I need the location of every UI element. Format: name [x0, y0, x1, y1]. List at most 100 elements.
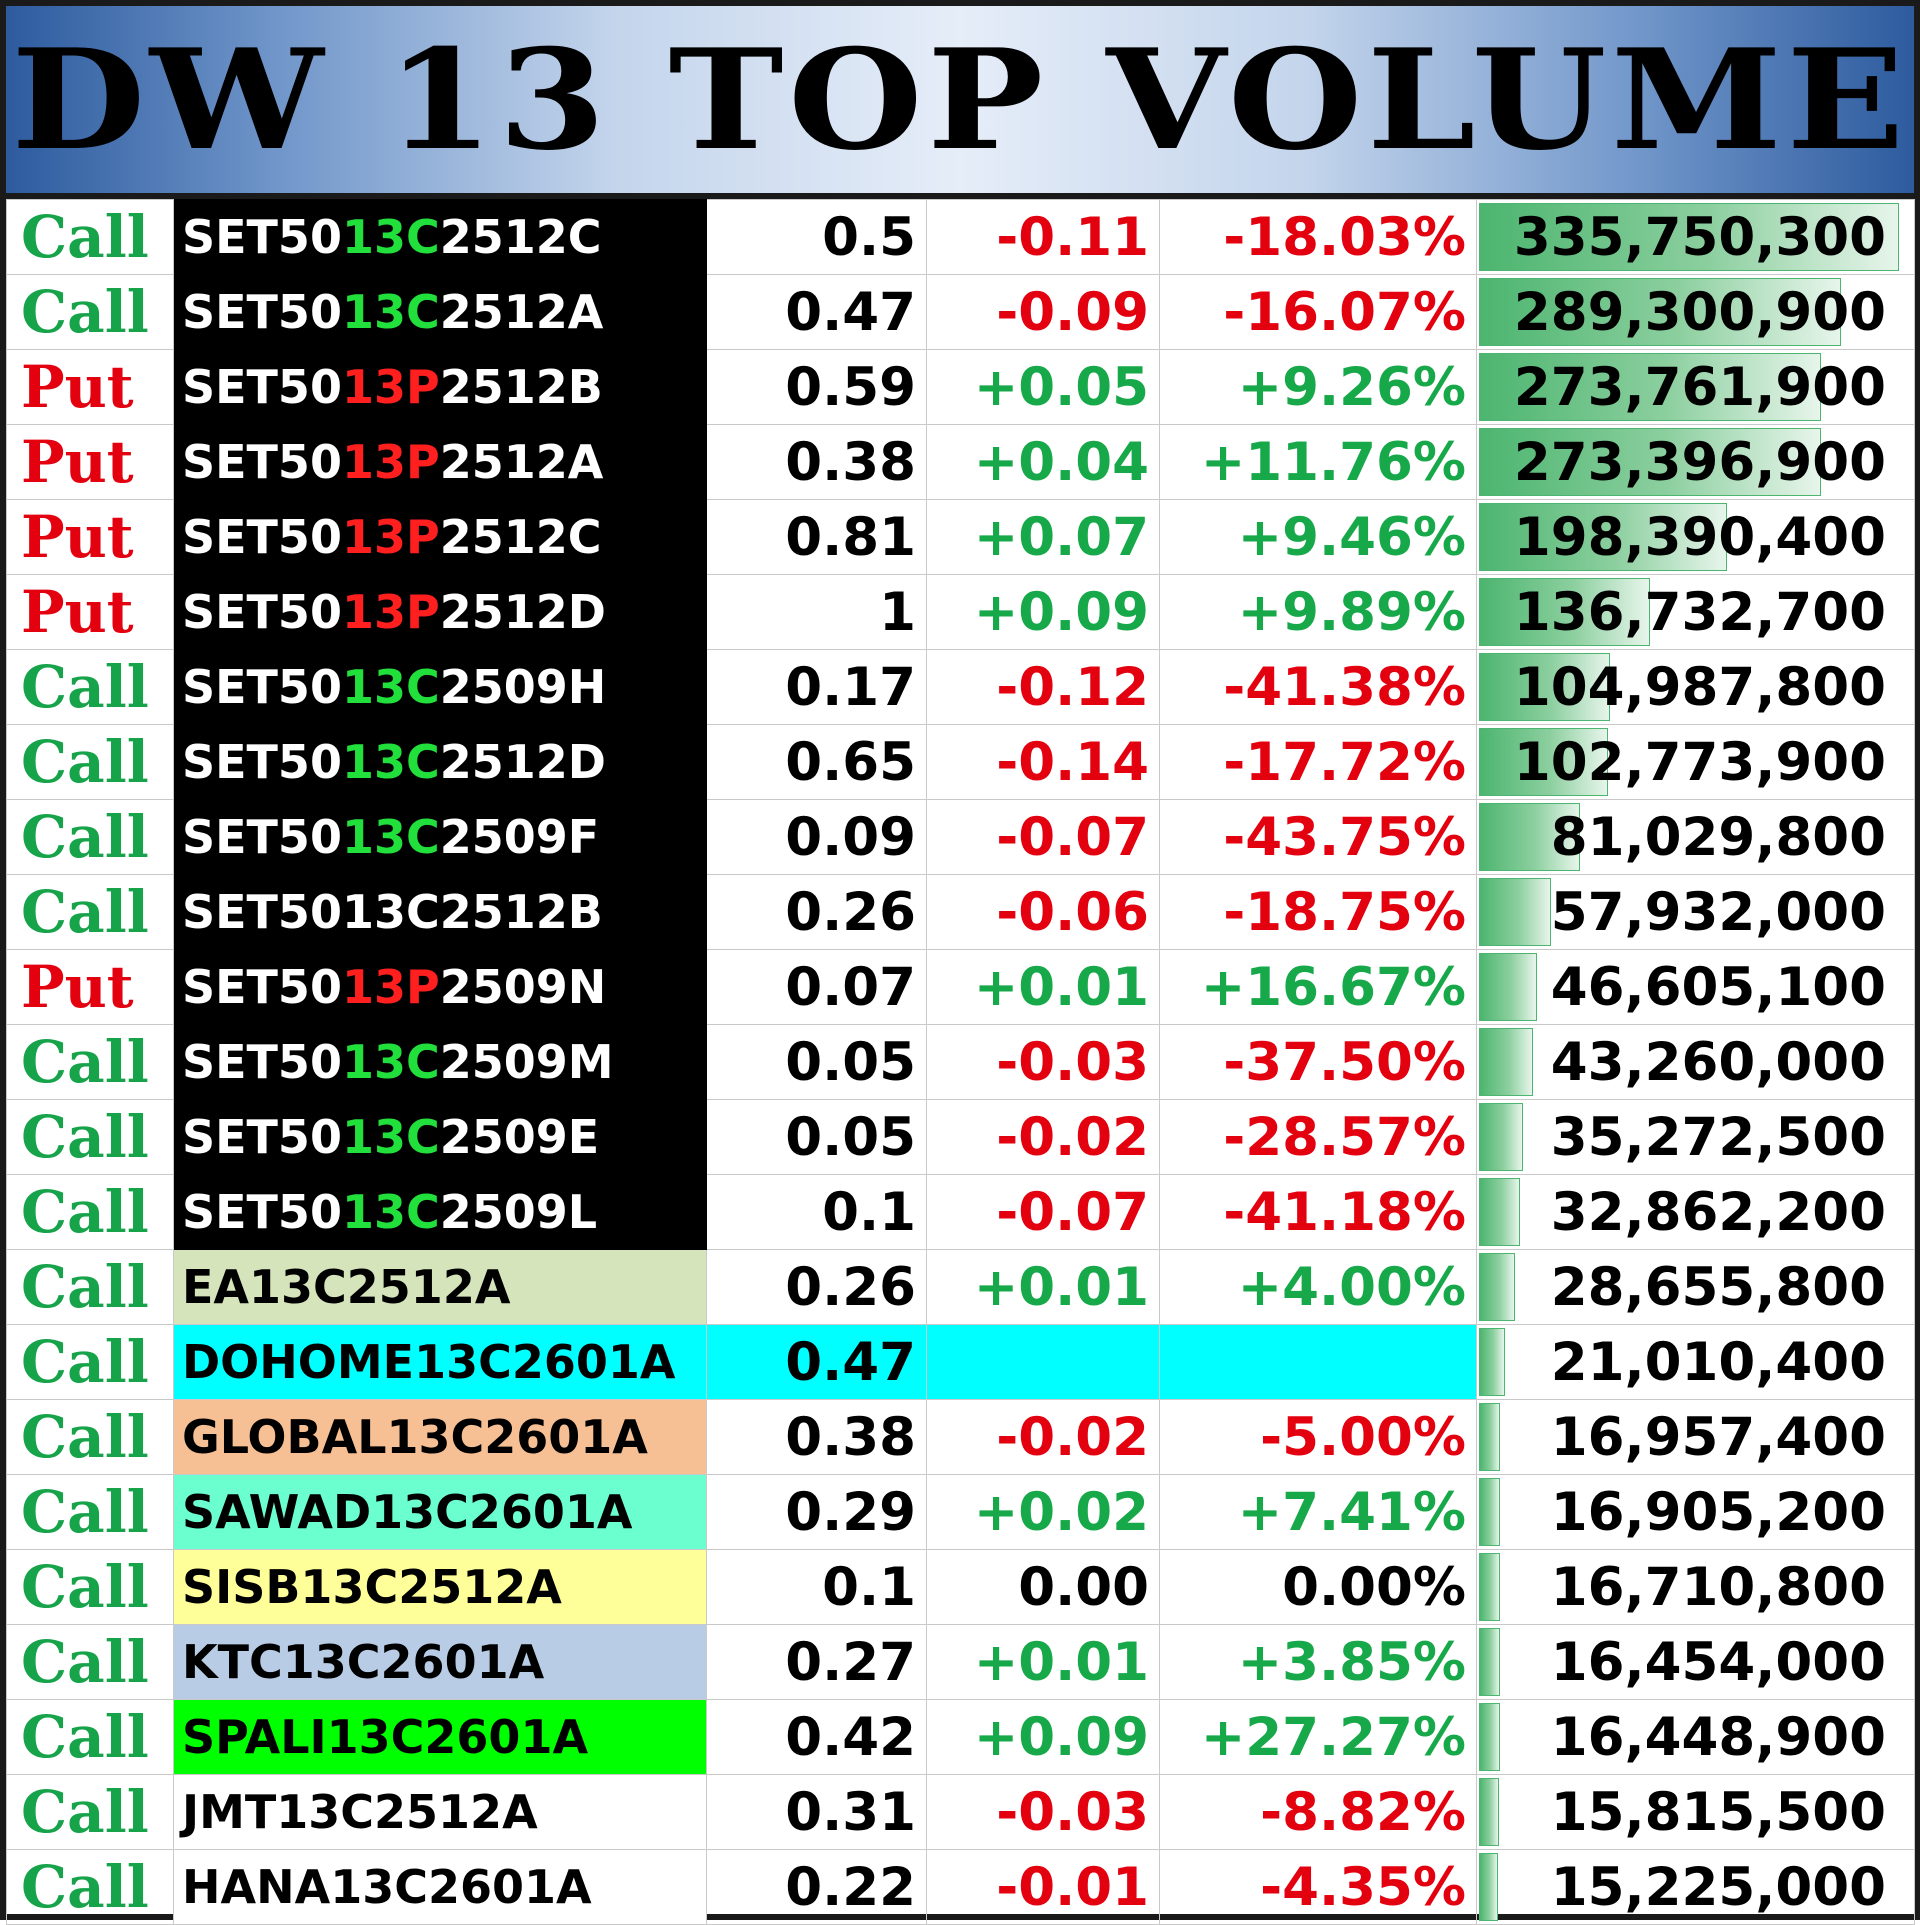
symbol-prefix: SAWAD13C2601A [182, 1485, 633, 1539]
volume-cell: 273,396,900 [1476, 424, 1915, 500]
volume-bar [1479, 878, 1551, 946]
volume-cell: 28,655,800 [1476, 1249, 1915, 1325]
volume-cell: 57,932,000 [1476, 874, 1915, 950]
table-body: Call SET5013C2512C 0.5 -0.11 -18.03% 335,750,… [6, 199, 1915, 1925]
symbol-segment: 13C [341, 660, 440, 714]
volume-value: 16,957,400 [1550, 1406, 1886, 1468]
volume-cell: 16,905,200 [1476, 1474, 1915, 1550]
percent-cell: +9.46% [1159, 499, 1477, 575]
symbol-prefix: SET50 [182, 885, 342, 939]
symbol-suffix: 2509L [439, 1185, 598, 1239]
symbol-cell: SET5013P2509N [173, 949, 707, 1025]
volume-value: 21,010,400 [1550, 1331, 1886, 1393]
price-cell: 0.81 [706, 499, 927, 575]
volume-bar [1479, 653, 1610, 721]
volume-cell: 136,732,700 [1476, 574, 1915, 650]
table-row: Call SISB13C2512A 0.1 0.00 0.00% 16,710,800 [6, 1549, 1915, 1625]
table-row: Call SET5013C2512A 0.47 -0.09 -16.07% 289,300… [6, 274, 1915, 350]
price-cell: 0.26 [706, 1249, 927, 1325]
symbol-prefix: SET50 [182, 210, 342, 264]
type-cell: Call [6, 199, 174, 275]
table-row: Call SPALI13C2601A 0.42 +0.09 +27.27% 16,448,… [6, 1699, 1915, 1775]
price-cell: 0.38 [706, 1399, 927, 1475]
percent-cell: -18.03% [1159, 199, 1477, 275]
volume-cell: 81,029,800 [1476, 799, 1915, 875]
volume-bar [1479, 353, 1821, 421]
type-cell: Call [6, 649, 174, 725]
symbol-suffix: 2512D [439, 735, 606, 789]
symbol-segment: 13P [341, 960, 440, 1014]
change-cell: -0.06 [926, 874, 1160, 950]
symbol-suffix: 2509E [439, 1110, 600, 1164]
percent-cell: -5.00% [1159, 1399, 1477, 1475]
change-cell: +0.09 [926, 574, 1160, 650]
percent-cell: +7.41% [1159, 1474, 1477, 1550]
volume-value: 335,750,300 [1513, 206, 1886, 268]
volume-cell: 35,272,500 [1476, 1099, 1915, 1175]
symbol-segment: 13C [341, 285, 440, 339]
type-cell: Call [6, 1849, 174, 1925]
volume-cell: 335,750,300 [1476, 199, 1915, 275]
percent-cell: -4.35% [1159, 1849, 1477, 1925]
percent-cell [1159, 1324, 1477, 1400]
symbol-cell: SPALI13C2601A [173, 1699, 707, 1775]
volume-bar [1479, 1328, 1505, 1396]
percent-cell: -16.07% [1159, 274, 1477, 350]
volume-bar [1479, 803, 1580, 871]
symbol-cell: GLOBAL13C2601A [173, 1399, 707, 1475]
change-cell: -0.12 [926, 649, 1160, 725]
volume-cell: 289,300,900 [1476, 274, 1915, 350]
volume-value: 273,761,900 [1513, 356, 1886, 418]
percent-cell: -37.50% [1159, 1024, 1477, 1100]
symbol-cell: DOHOME13C2601A [173, 1324, 707, 1400]
table-row: Call JMT13C2512A 0.31 -0.03 -8.82% 15,815,500 [6, 1774, 1915, 1850]
table-row: Call GLOBAL13C2601A 0.38 -0.02 -5.00% 16,957,… [6, 1399, 1915, 1475]
volume-bar [1479, 1778, 1499, 1846]
percent-cell: -18.75% [1159, 874, 1477, 950]
change-cell: +0.09 [926, 1699, 1160, 1775]
volume-cell: 15,225,000 [1476, 1849, 1915, 1925]
symbol-prefix: JMT13C2512A [182, 1785, 538, 1839]
table-row: Call SET5013C2509M 0.05 -0.03 -37.50% 43,260,… [6, 1024, 1915, 1100]
type-cell: Put [6, 499, 174, 575]
price-cell: 0.59 [706, 349, 927, 425]
table-row: Call SET5013C2512C 0.5 -0.11 -18.03% 335,750,… [6, 199, 1915, 275]
change-cell: +0.01 [926, 949, 1160, 1025]
symbol-cell: JMT13C2512A [173, 1774, 707, 1850]
volume-cell: 46,605,100 [1476, 949, 1915, 1025]
percent-cell: +27.27% [1159, 1699, 1477, 1775]
type-cell: Call [6, 1774, 174, 1850]
volume-cell: 21,010,400 [1476, 1324, 1915, 1400]
volume-value: 32,862,200 [1550, 1181, 1886, 1243]
symbol-prefix: SET50 [182, 585, 342, 639]
change-cell: +0.05 [926, 349, 1160, 425]
symbol-suffix: 2512A [439, 285, 604, 339]
table-row: Call DOHOME13C2601A 0.47 21,010,400 [6, 1324, 1915, 1400]
symbol-prefix: SET50 [182, 360, 342, 414]
volume-value: 16,710,800 [1550, 1556, 1886, 1618]
percent-cell: -28.57% [1159, 1099, 1477, 1175]
change-cell: +0.01 [926, 1624, 1160, 1700]
percent-cell: -41.38% [1159, 649, 1477, 725]
volume-bar [1479, 1628, 1500, 1696]
change-cell: +0.02 [926, 1474, 1160, 1550]
symbol-suffix: 2512C [439, 510, 602, 564]
type-cell: Put [6, 424, 174, 500]
percent-cell: +11.76% [1159, 424, 1477, 500]
symbol-suffix: 2512A [439, 435, 604, 489]
page-title: DW 13 TOP VOLUME [11, 17, 1909, 181]
price-cell: 0.65 [706, 724, 927, 800]
volume-value: 273,396,900 [1513, 431, 1886, 493]
table-row: Put SET5013P2512B 0.59 +0.05 +9.26% 273,761,9… [6, 349, 1915, 425]
table-row: Call EA13C2512A 0.26 +0.01 +4.00% 28,655,800 [6, 1249, 1915, 1325]
volume-cell: 16,454,000 [1476, 1624, 1915, 1700]
volume-cell: 43,260,000 [1476, 1024, 1915, 1100]
price-cell: 0.27 [706, 1624, 927, 1700]
volume-value: 198,390,400 [1513, 506, 1886, 568]
change-cell: +0.01 [926, 1249, 1160, 1325]
price-cell: 0.42 [706, 1699, 927, 1775]
price-cell: 0.26 [706, 874, 927, 950]
change-cell: -0.07 [926, 1174, 1160, 1250]
symbol-prefix: SET50 [182, 660, 342, 714]
